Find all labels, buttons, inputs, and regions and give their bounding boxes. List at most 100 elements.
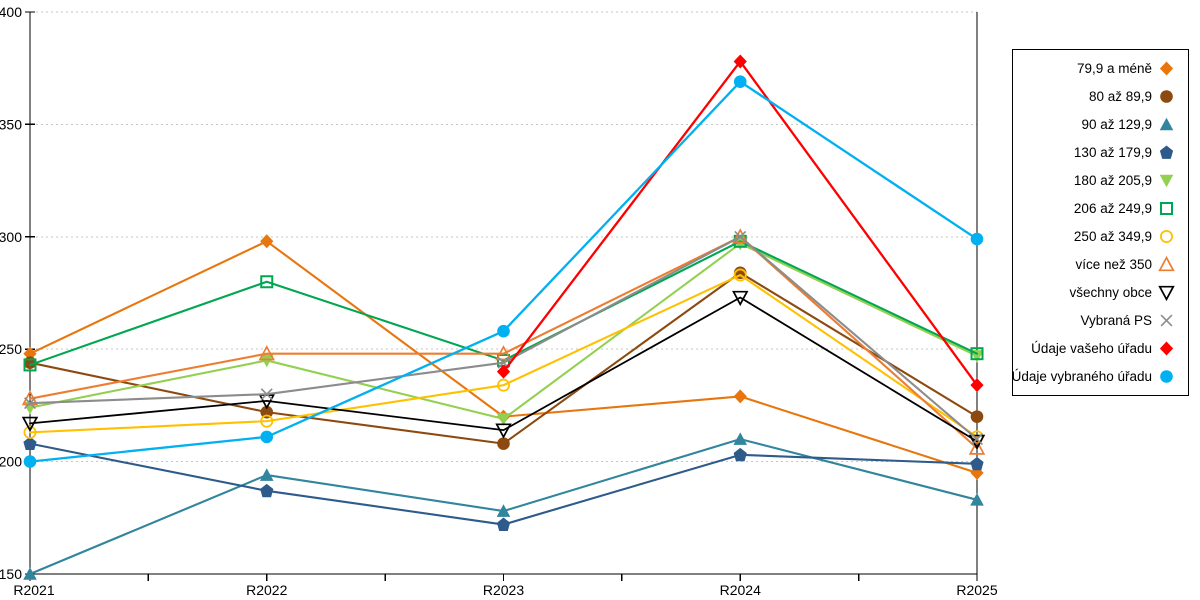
legend-item-2: 90 až 129,9 — [1013, 116, 1188, 134]
legend-item-10: Údaje vašeho úřadu — [1013, 339, 1188, 357]
diamond-marker — [260, 234, 274, 249]
triangle-up-open-marker — [1158, 255, 1175, 272]
circle-marker — [1160, 369, 1173, 383]
legend-item-11: Údaje vybraného úřadu — [1011, 367, 1188, 385]
diamond-marker — [733, 54, 747, 69]
pentagon-marker — [23, 436, 37, 451]
legend-item-3: 130 až 179,9 — [1013, 144, 1188, 162]
legend-marker-icon — [1160, 369, 1173, 383]
legend-item-9: Vybraná PS — [1013, 311, 1188, 329]
x-tick-label: R2025 — [956, 582, 997, 598]
series-10 — [496, 54, 984, 393]
square-open-marker — [970, 347, 984, 361]
diamond-marker — [733, 389, 747, 404]
series-line — [28, 273, 979, 438]
legend-label: Údaje vybraného úřadu — [1011, 368, 1152, 384]
legend-marker-icon — [1160, 202, 1173, 216]
legend-marker-icon — [1158, 285, 1175, 301]
diamond-marker — [1159, 61, 1174, 76]
circle-marker — [23, 455, 37, 468]
legend-item-4: 180 až 205,9 — [1013, 172, 1188, 190]
x-cross-marker — [1160, 314, 1173, 327]
circle-open-marker — [260, 414, 274, 428]
square-open-marker — [23, 358, 37, 372]
diamond-marker — [23, 346, 37, 361]
triangle-down-marker — [259, 354, 274, 368]
legend-marker-icon — [1159, 145, 1174, 160]
circle-open-marker — [1160, 229, 1173, 243]
circle-marker — [497, 437, 510, 450]
legend-label: 180 až 205,9 — [1073, 173, 1152, 189]
pentagon-marker — [733, 447, 747, 462]
series-9 — [24, 230, 983, 446]
series-3 — [23, 436, 984, 531]
series-2 — [23, 432, 984, 580]
legend-marker-icon — [1159, 341, 1174, 356]
pentagon-marker — [970, 456, 984, 471]
legend-marker-icon — [1160, 314, 1173, 327]
circle-marker — [733, 75, 747, 88]
legend-marker-icon — [1160, 229, 1173, 243]
x-cross-marker — [24, 397, 36, 410]
triangle-up-open-marker — [495, 345, 512, 361]
series-line — [28, 240, 979, 366]
series-line — [502, 60, 979, 387]
circle-marker — [497, 324, 510, 338]
x-tick-label: R2022 — [246, 582, 287, 598]
series-line — [29, 296, 978, 443]
legend-label: 130 až 179,9 — [1073, 145, 1152, 161]
triangle-up-open-marker — [968, 439, 986, 455]
x-tick-label: R2023 — [483, 582, 524, 598]
legend-marker-icon — [1159, 61, 1174, 76]
x-cross-marker — [260, 388, 273, 401]
circle-open-marker — [497, 378, 510, 392]
legend-label: Údaje vašeho úřadu — [1031, 340, 1152, 356]
circle-open-marker — [23, 425, 37, 439]
square-open-marker — [260, 275, 274, 289]
legend-item-1: 80 až 89,9 — [1013, 88, 1188, 106]
circle-marker — [1160, 90, 1173, 104]
legend-item-0: 79,9 a méně — [1013, 60, 1188, 78]
series-7 — [21, 228, 986, 455]
triangle-up-open-marker — [258, 345, 275, 361]
legend-label: více než 350 — [1075, 256, 1152, 272]
legend-label: 80 až 89,9 — [1088, 89, 1152, 105]
triangle-down-open-marker — [1158, 285, 1175, 301]
x-tick-label: R2021 — [13, 582, 54, 598]
pentagon-marker — [260, 483, 274, 498]
circle-marker — [970, 410, 984, 423]
diamond-marker — [970, 378, 984, 393]
triangle-down-marker — [970, 350, 984, 363]
x-cross-marker — [734, 230, 747, 243]
y-tick-label: 150 — [0, 566, 22, 582]
diamond-marker — [1159, 341, 1174, 356]
legend-label: Vybraná PS — [1080, 312, 1152, 328]
series-11 — [23, 75, 984, 468]
pentagon-marker — [496, 517, 511, 531]
legend-label: 250 až 349,9 — [1073, 228, 1152, 244]
y-tick-label: 200 — [0, 454, 22, 470]
legend-label: 90 až 129,9 — [1081, 117, 1152, 133]
legend-label: 79,9 a méně — [1076, 61, 1152, 77]
legend: 79,9 a méně 80 až 89,9 90 až 129,9 130 až 1… — [1012, 49, 1189, 396]
circle-marker — [260, 405, 274, 419]
legend-item-7: více než 350 — [1013, 255, 1188, 273]
legend-marker-icon — [1159, 117, 1174, 131]
y-tick-label: 400 — [0, 4, 22, 20]
triangle-up-marker — [1159, 117, 1174, 131]
triangle-up-open-marker — [21, 390, 39, 406]
circle-marker — [970, 232, 984, 246]
square-open-marker — [1160, 202, 1173, 216]
legend-item-6: 250 až 349,9 — [1013, 227, 1188, 245]
y-tick-label: 250 — [0, 341, 22, 357]
x-cross-marker — [971, 433, 983, 446]
legend-marker-icon — [1159, 174, 1174, 188]
triangle-up-marker — [23, 567, 37, 580]
legend-marker-icon — [1158, 255, 1175, 272]
triangle-up-open-marker — [732, 228, 749, 244]
legend-item-5: 206 až 249,9 — [1013, 200, 1188, 218]
triangle-down-marker — [496, 413, 511, 426]
series-8 — [21, 290, 986, 450]
pentagon-marker — [1159, 145, 1174, 160]
